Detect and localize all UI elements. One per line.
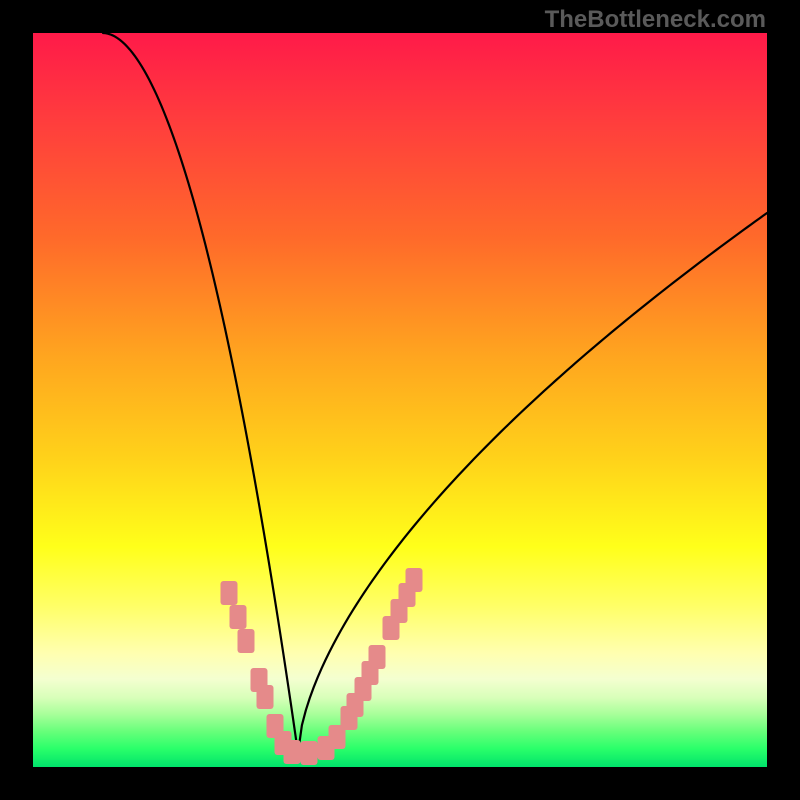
curve-layer [33,33,767,767]
frame: TheBottleneck.com [0,0,800,800]
data-marker [369,645,386,669]
data-marker [221,581,238,605]
data-marker [238,629,255,653]
watermark-text: TheBottleneck.com [545,6,766,34]
data-marker [257,685,274,709]
data-marker [301,741,318,765]
data-marker [284,740,301,764]
bottleneck-curve [103,33,767,753]
data-marker [230,605,247,629]
data-marker [406,568,423,592]
plot-area [33,33,767,767]
